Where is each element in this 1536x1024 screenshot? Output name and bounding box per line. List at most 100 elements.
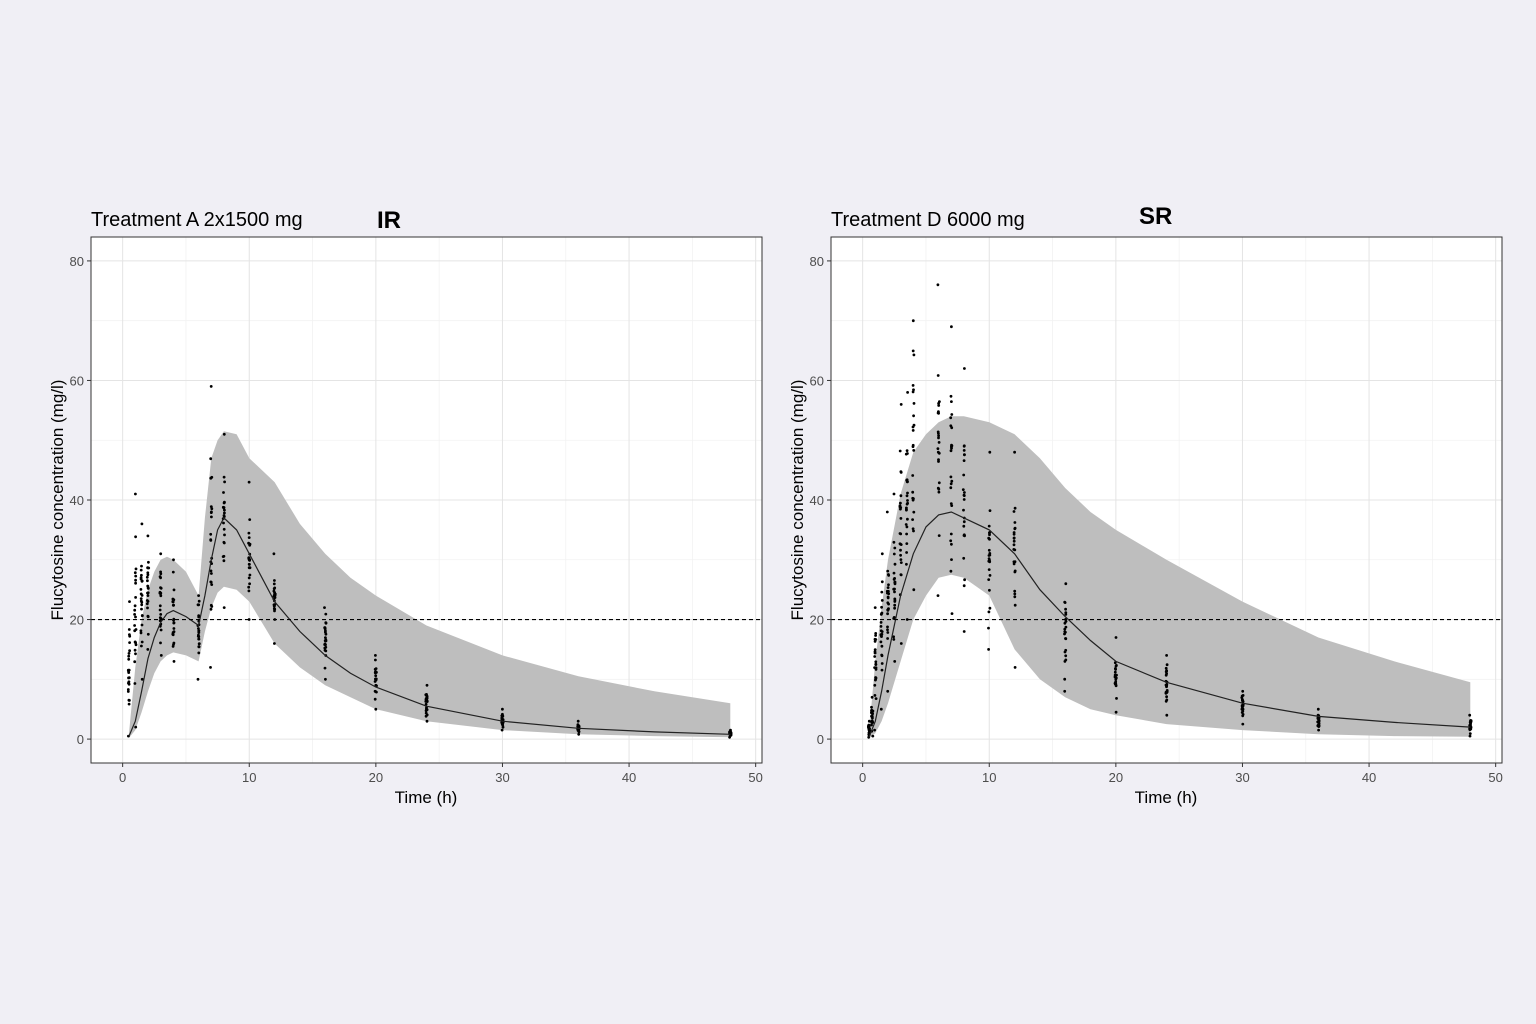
observation-point bbox=[146, 579, 149, 583]
observation-point bbox=[893, 598, 897, 602]
observation-point bbox=[937, 534, 941, 537]
observation-point bbox=[128, 600, 131, 603]
observation-point bbox=[1241, 713, 1245, 716]
observation-point bbox=[963, 578, 966, 582]
observation-point bbox=[248, 542, 252, 546]
observation-point bbox=[222, 554, 226, 558]
observation-point bbox=[874, 678, 877, 682]
observation-point bbox=[988, 558, 991, 562]
observation-point bbox=[134, 725, 138, 729]
observation-point bbox=[127, 654, 131, 658]
observation-point bbox=[247, 618, 251, 621]
observation-point bbox=[962, 584, 966, 588]
observation-point bbox=[1063, 677, 1067, 681]
observation-point bbox=[912, 402, 916, 405]
observation-point bbox=[1063, 627, 1067, 631]
observation-point bbox=[140, 579, 144, 583]
observation-point bbox=[222, 475, 226, 479]
observation-point bbox=[127, 657, 131, 661]
observation-point bbox=[937, 487, 941, 491]
observation-point bbox=[1063, 689, 1067, 693]
observation-point bbox=[892, 587, 896, 591]
observation-point bbox=[323, 666, 327, 670]
observation-point bbox=[127, 628, 131, 631]
observation-point bbox=[127, 702, 131, 706]
observation-point bbox=[892, 492, 896, 496]
observation-point bbox=[374, 654, 377, 657]
observation-point bbox=[880, 630, 884, 633]
y-axis-label: Flucytosine concentration (mg/l) bbox=[48, 380, 67, 621]
observation-point bbox=[892, 552, 896, 556]
observation-point bbox=[324, 638, 328, 642]
observation-point bbox=[899, 506, 903, 509]
observation-point bbox=[1012, 510, 1016, 513]
observation-point bbox=[937, 481, 941, 485]
observation-point bbox=[887, 573, 890, 576]
observation-point bbox=[140, 522, 144, 526]
observation-point bbox=[868, 730, 871, 734]
observation-point bbox=[247, 536, 251, 539]
x-tick-label: 50 bbox=[748, 770, 762, 785]
observation-point bbox=[133, 682, 137, 685]
observation-point bbox=[146, 614, 150, 618]
observation-point bbox=[501, 721, 505, 725]
observation-point bbox=[375, 690, 378, 694]
observation-point bbox=[906, 517, 909, 521]
observation-point bbox=[1063, 630, 1067, 633]
observation-point bbox=[911, 474, 915, 477]
observation-point bbox=[146, 594, 150, 597]
observation-point bbox=[128, 641, 132, 644]
observation-point bbox=[222, 432, 226, 436]
observation-point bbox=[911, 349, 915, 353]
observation-point bbox=[1113, 674, 1117, 678]
observation-point bbox=[1013, 603, 1017, 607]
observation-point bbox=[936, 411, 940, 415]
observation-point bbox=[222, 541, 226, 545]
observation-point bbox=[324, 649, 328, 653]
observation-point bbox=[963, 491, 966, 494]
observation-point bbox=[1165, 691, 1169, 694]
observation-point bbox=[272, 582, 276, 586]
observation-point bbox=[899, 558, 903, 561]
observation-point bbox=[962, 556, 966, 560]
observation-point bbox=[950, 400, 953, 403]
observation-point bbox=[874, 632, 878, 635]
observation-point bbox=[209, 385, 213, 388]
observation-point bbox=[885, 510, 889, 514]
observation-point bbox=[501, 707, 504, 711]
observation-point bbox=[425, 707, 428, 711]
observation-point bbox=[912, 510, 916, 514]
observation-point bbox=[874, 666, 878, 670]
observation-point bbox=[950, 612, 954, 615]
observation-point bbox=[197, 631, 201, 634]
observation-point bbox=[209, 569, 213, 573]
observation-point bbox=[1165, 695, 1168, 699]
observation-point bbox=[950, 542, 953, 546]
ribbon-layer bbox=[869, 416, 1471, 739]
observation-point bbox=[870, 715, 874, 718]
observation-point bbox=[874, 697, 878, 700]
observation-point bbox=[171, 570, 175, 574]
observation-point bbox=[937, 451, 941, 455]
observation-point bbox=[950, 444, 954, 448]
observation-point bbox=[886, 631, 890, 634]
observation-point bbox=[133, 624, 137, 627]
prediction-interval-band bbox=[869, 416, 1471, 739]
observation-point bbox=[324, 677, 327, 681]
observation-point bbox=[222, 527, 226, 531]
observation-point bbox=[159, 586, 162, 589]
observation-point bbox=[1013, 592, 1017, 596]
observation-point bbox=[911, 319, 915, 323]
observation-point bbox=[1165, 669, 1168, 673]
observation-point bbox=[139, 588, 143, 591]
observation-point bbox=[1013, 589, 1017, 593]
observation-point bbox=[272, 607, 276, 611]
observation-point bbox=[880, 599, 884, 602]
observation-point bbox=[1115, 697, 1118, 700]
observation-point bbox=[949, 486, 953, 490]
ribbon-layer bbox=[129, 431, 731, 738]
observation-point bbox=[127, 671, 131, 674]
observation-point bbox=[963, 453, 966, 457]
x-tick-label: 40 bbox=[1362, 770, 1376, 785]
observation-point bbox=[172, 621, 176, 625]
